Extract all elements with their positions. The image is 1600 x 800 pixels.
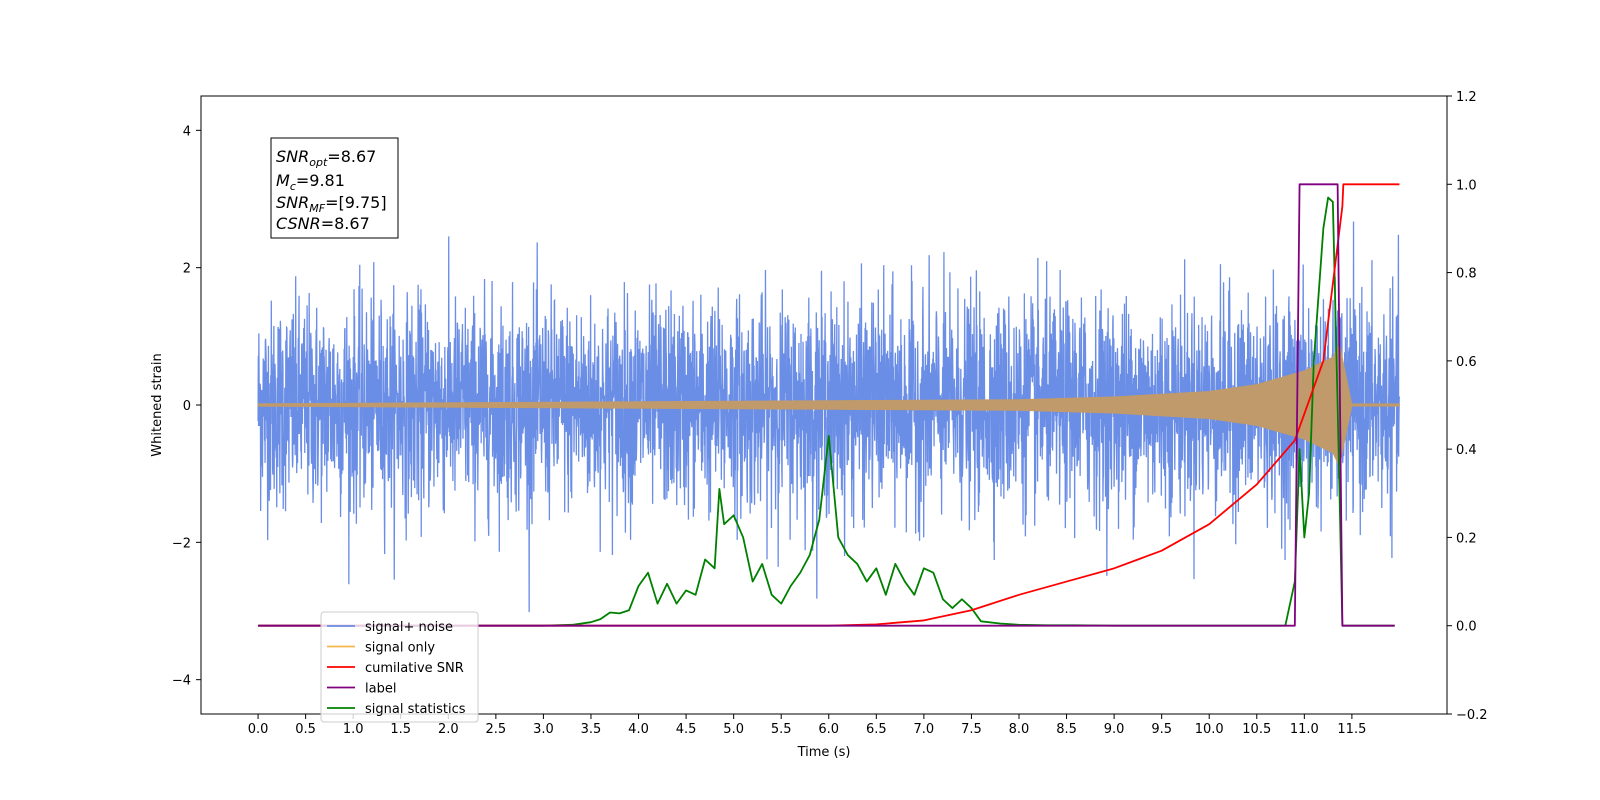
- mc-value: =9.81: [296, 171, 345, 190]
- signal-only-envelope: [257, 344, 1400, 466]
- snr-mf-symbol: SNR: [276, 193, 309, 212]
- x-tick-label: 8.5: [1056, 722, 1077, 737]
- y2-tick-label: 0.6: [1456, 355, 1477, 370]
- x-tick-label: 3.0: [533, 722, 554, 737]
- csnr-value: =8.67: [321, 214, 370, 233]
- x-tick-label: 1.0: [343, 722, 364, 737]
- y2-tick-label: −0.2: [1456, 708, 1488, 723]
- snr-opt-symbol: SNR: [276, 147, 309, 166]
- x-tick-label: 10.0: [1195, 722, 1224, 737]
- legend-label: signal+ noise: [365, 620, 453, 635]
- signal-only-series: [257, 344, 1400, 466]
- mc-text: Mc=9.81: [276, 171, 345, 193]
- annotation-frame: [270, 137, 399, 239]
- y2-tick-label: 1.0: [1456, 178, 1477, 193]
- y-tick-label: 0: [183, 399, 191, 414]
- x-tick-label: 5.5: [771, 722, 792, 737]
- x-tick-label: 11.0: [1290, 722, 1319, 737]
- y-axis-label: Whitened strain: [150, 353, 165, 456]
- y-tick-label: −2: [172, 536, 191, 551]
- x-tick-label: 1.5: [390, 722, 411, 737]
- x-tick-label: 7.0: [914, 722, 935, 737]
- x-axis-label: Time (s): [797, 745, 851, 760]
- y-tick-label: 2: [183, 262, 191, 277]
- snr-opt-subscript: opt: [309, 156, 328, 169]
- x-tick-label: 6.5: [866, 722, 887, 737]
- snr-opt-value: =8.67: [327, 147, 376, 166]
- y-tick-label: 4: [183, 124, 191, 139]
- y2-tick-label: 0.8: [1456, 267, 1477, 282]
- label-line: [258, 183, 1395, 627]
- x-tick-label: 3.5: [581, 722, 602, 737]
- x-tick-label: 9.0: [1104, 722, 1125, 737]
- legend-label: cumilative SNR: [365, 661, 464, 676]
- x-tick-label: 2.0: [438, 722, 459, 737]
- y2-tick-label: 0.4: [1456, 443, 1477, 458]
- cumilative-snr-line: [258, 183, 1400, 627]
- x-tick-label: 7.5: [961, 722, 982, 737]
- x-tick-label: 4.5: [676, 722, 697, 737]
- x-tick-label: 2.5: [486, 722, 507, 737]
- y2-tick-label: 1.2: [1456, 90, 1477, 105]
- snr-opt-text: SNRopt=8.67: [276, 147, 376, 169]
- y-axis-right: −0.2 0.0 0.2 0.4 0.6 0.8 1.0 1.2: [1447, 90, 1488, 723]
- x-axis: 0.0 0.5 1.0 1.5 2.0 2.5 3.0 3.5 4.0 4.5 5.0 5.5 6.0 6…: [248, 714, 1366, 737]
- snr-mf-text: SNRMF=[9.75]: [276, 193, 387, 215]
- x-tick-label: 0.0: [248, 722, 269, 737]
- x-tick-label: 11.5: [1337, 722, 1366, 737]
- y2-tick-label: 0.2: [1456, 531, 1477, 546]
- x-tick-label: 0.5: [295, 722, 316, 737]
- x-tick-label: 5.0: [723, 722, 744, 737]
- legend-label: signal statistics: [365, 702, 466, 717]
- x-tick-label: 10.5: [1242, 722, 1271, 737]
- csnr-symbol: CSNR: [276, 214, 321, 233]
- legend-label: label: [365, 682, 396, 697]
- legend-label: signal only: [365, 641, 435, 656]
- x-tick-label: 6.0: [818, 722, 839, 737]
- legend-frame: [320, 611, 479, 723]
- y2-tick-label: 0.0: [1456, 620, 1477, 635]
- csnr-text: CSNR=8.67: [276, 214, 370, 233]
- x-tick-label: 8.0: [1009, 722, 1030, 737]
- y-tick-label: −4: [172, 674, 191, 689]
- x-tick-label: 9.5: [1151, 722, 1172, 737]
- right-axis-series: [258, 183, 1400, 627]
- legend: signal+ noise signal only cumilative SNR la…: [320, 611, 479, 723]
- x-tick-label: 4.0: [628, 722, 649, 737]
- annotation-box: SNRopt=8.67 Mc=9.81 SNRMF=[9.75] CSNR=8.…: [270, 137, 399, 239]
- mc-subscript: c: [290, 180, 296, 193]
- snr-mf-subscript: MF: [309, 202, 325, 215]
- y-axis-left: −4 −2 0 2 4: [172, 124, 201, 689]
- mc-symbol: M: [276, 171, 290, 190]
- snr-mf-value: =[9.75]: [325, 193, 387, 212]
